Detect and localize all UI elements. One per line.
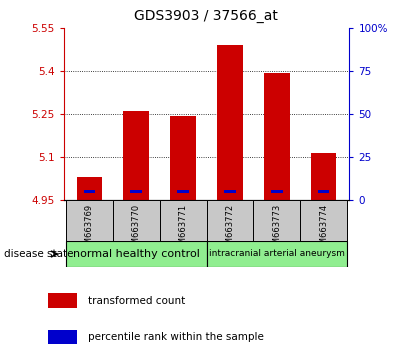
Text: GDS3903 / 37566_at: GDS3903 / 37566_at (134, 9, 277, 23)
Text: GSM663771: GSM663771 (179, 204, 187, 255)
Bar (84, 190, 95, 193)
Bar (206, 200, 253, 258)
Bar (48, 330, 77, 344)
Bar (48, 293, 77, 308)
Bar (253, 200, 300, 258)
Text: GSM663774: GSM663774 (319, 204, 328, 255)
Bar (311, 153, 337, 200)
Bar (66, 241, 206, 267)
Bar (206, 241, 347, 267)
Bar (123, 111, 149, 200)
Text: intracranial arterial aneurysm: intracranial arterial aneurysm (209, 250, 345, 258)
Bar (130, 190, 142, 193)
Bar (271, 190, 283, 193)
Bar (264, 73, 290, 200)
Text: GSM663772: GSM663772 (226, 204, 234, 255)
Bar (170, 116, 196, 200)
Text: GSM663770: GSM663770 (132, 204, 141, 255)
Bar (66, 200, 113, 258)
Text: disease state: disease state (4, 249, 74, 259)
Bar (177, 190, 189, 193)
Bar (217, 45, 243, 200)
Bar (160, 200, 206, 258)
Text: GSM663769: GSM663769 (85, 204, 94, 255)
Bar (224, 190, 236, 193)
Bar (318, 190, 329, 193)
Bar (300, 200, 347, 258)
Text: normal healthy control: normal healthy control (73, 249, 200, 259)
Bar (76, 177, 102, 200)
Text: GSM663773: GSM663773 (272, 204, 281, 255)
Text: percentile rank within the sample: percentile rank within the sample (88, 332, 264, 342)
Bar (113, 200, 160, 258)
Text: transformed count: transformed count (88, 296, 185, 306)
